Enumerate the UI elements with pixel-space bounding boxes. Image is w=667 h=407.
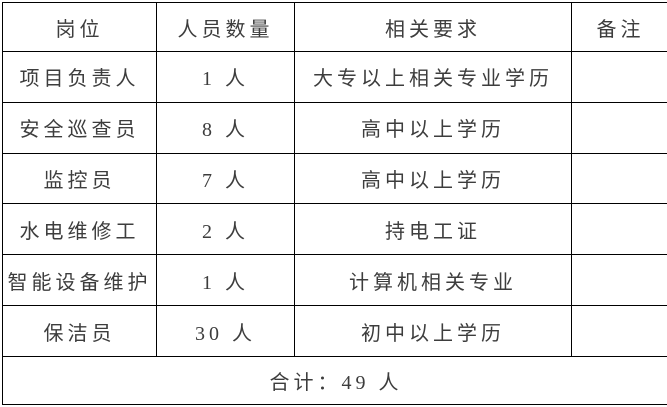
table-row: 安全巡查员 8 人 高中以上学历 bbox=[2, 101, 667, 154]
requirement-cell: 计算机相关专业 bbox=[294, 254, 572, 307]
requirement-cell: 初中以上学历 bbox=[294, 305, 572, 357]
note-cell bbox=[571, 101, 667, 154]
count-cell: 8 人 bbox=[156, 101, 295, 154]
table-row: 水电维修工 2 人 持电工证 bbox=[2, 203, 667, 256]
position-cell: 项目负责人 bbox=[2, 51, 157, 103]
requirement-cell: 高中以上学历 bbox=[294, 101, 572, 154]
table-row: 项目负责人 1 人 大专以上相关专业学历 bbox=[2, 51, 667, 103]
note-cell bbox=[571, 203, 667, 256]
position-cell: 安全巡查员 bbox=[2, 101, 157, 154]
position-cell: 水电维修工 bbox=[2, 203, 157, 256]
position-cell: 监控员 bbox=[2, 152, 157, 205]
header-note: 备注 bbox=[571, 2, 667, 52]
table-row: 智能设备维护 1 人 计算机相关专业 bbox=[2, 254, 667, 307]
header-position: 岗位 bbox=[2, 2, 157, 52]
table-header-row: 岗位 人员数量 相关要求 备注 bbox=[2, 2, 667, 52]
header-count: 人员数量 bbox=[156, 2, 295, 52]
count-cell: 2 人 bbox=[156, 203, 295, 256]
note-cell bbox=[571, 254, 667, 307]
count-cell: 7 人 bbox=[156, 152, 295, 205]
note-cell bbox=[571, 152, 667, 205]
position-cell: 保洁员 bbox=[2, 305, 157, 357]
requirement-cell: 持电工证 bbox=[294, 203, 572, 256]
position-cell: 智能设备维护 bbox=[2, 254, 157, 307]
total-cell: 合计：49 人 bbox=[2, 356, 667, 405]
requirement-cell: 大专以上相关专业学历 bbox=[294, 51, 572, 103]
note-cell bbox=[571, 51, 667, 103]
note-cell bbox=[571, 305, 667, 357]
header-requirement: 相关要求 bbox=[294, 2, 572, 52]
table-row: 保洁员 30 人 初中以上学历 bbox=[2, 305, 667, 357]
requirement-cell: 高中以上学历 bbox=[294, 152, 572, 205]
count-cell: 1 人 bbox=[156, 254, 295, 307]
count-cell: 1 人 bbox=[156, 51, 295, 103]
count-cell: 30 人 bbox=[156, 305, 295, 357]
table-row: 监控员 7 人 高中以上学历 bbox=[2, 152, 667, 205]
table-footer-row: 合计：49 人 bbox=[2, 356, 667, 405]
